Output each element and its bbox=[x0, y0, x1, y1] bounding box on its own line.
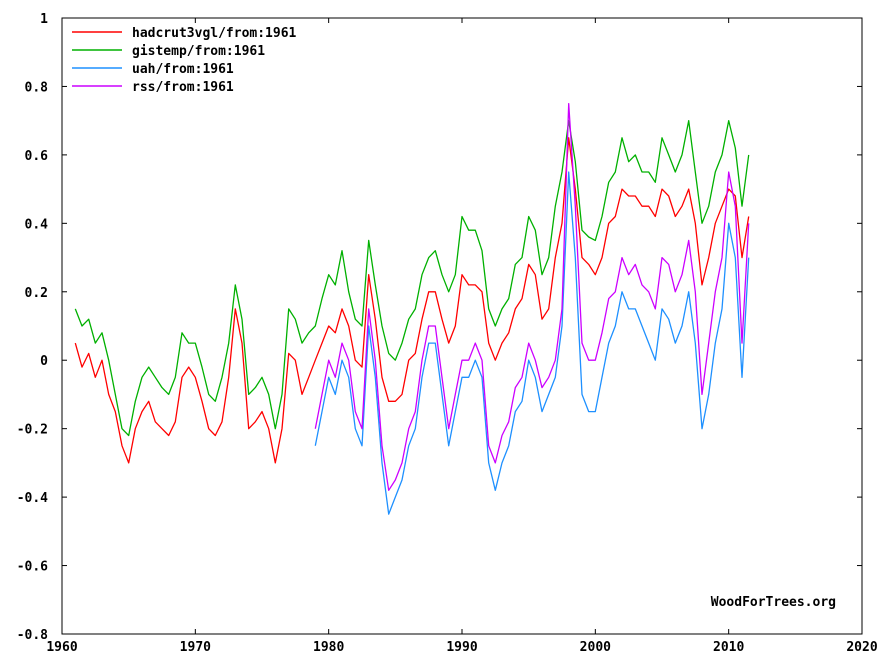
y-tick-label: 0.6 bbox=[25, 149, 49, 164]
series-line-2 bbox=[74, 120, 750, 437]
y-tick-label: 1 bbox=[40, 12, 48, 27]
y-tick-label: -0.2 bbox=[17, 423, 48, 438]
y-tick-label: 0 bbox=[40, 354, 48, 369]
series-layer bbox=[74, 102, 750, 515]
legend: hadcrut3vgl/from:1961 gistemp/from:1961 ua… bbox=[72, 26, 297, 95]
y-tick-label: -0.4 bbox=[17, 491, 48, 506]
legend-label: hadcrut3vgl/from:1961 bbox=[132, 26, 297, 41]
x-tick-label: 1960 bbox=[46, 640, 77, 655]
y-tick-label: 0.8 bbox=[25, 80, 49, 95]
legend-label: rss/from:1961 bbox=[132, 80, 234, 95]
series-line-1 bbox=[74, 137, 750, 464]
series-line-3 bbox=[314, 171, 750, 515]
y-tick-label: 0.4 bbox=[25, 217, 49, 232]
legend-label: gistemp/from:1961 bbox=[132, 44, 265, 59]
y-tick-label: -0.8 bbox=[17, 628, 48, 643]
x-tick-label: 2020 bbox=[846, 640, 877, 655]
x-tick-label: 1990 bbox=[446, 640, 477, 655]
series-line-4 bbox=[314, 102, 750, 491]
x-tick-label: 2010 bbox=[713, 640, 744, 655]
tick-layer: 1960 1970 1980 1990 2000 2010 2020 1 0.8 0.6 0.4 0.… bbox=[17, 12, 878, 655]
x-tick-label: 1970 bbox=[180, 640, 211, 655]
y-tick-label: 0.2 bbox=[25, 286, 48, 301]
x-tick-label: 2000 bbox=[580, 640, 611, 655]
y-tick-label: -0.6 bbox=[17, 560, 48, 575]
credit-text: WoodForTrees.org bbox=[711, 595, 836, 610]
legend-label: uah/from:1961 bbox=[132, 62, 234, 77]
x-tick-label: 1980 bbox=[313, 640, 344, 655]
